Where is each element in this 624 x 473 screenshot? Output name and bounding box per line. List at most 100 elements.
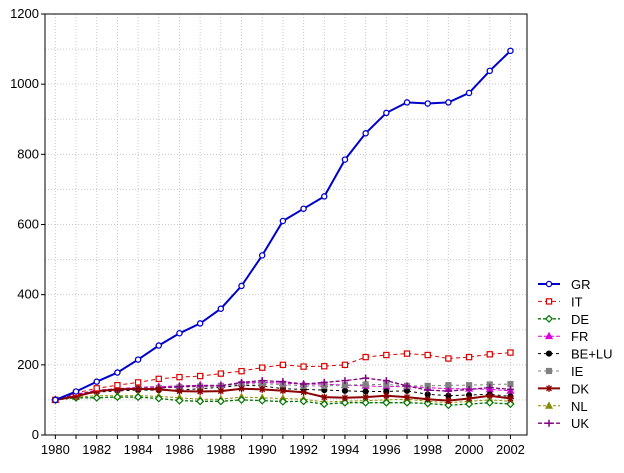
data-point-gr [445, 99, 452, 106]
data-point-dk [217, 387, 225, 395]
data-point-gr [424, 100, 431, 107]
y-tick-label: 800 [17, 146, 39, 161]
data-point-gr [279, 217, 287, 225]
data-point-de [340, 398, 350, 407]
data-point-de [444, 401, 453, 410]
data-point-de [299, 397, 308, 406]
data-point-dk [486, 392, 494, 400]
legend-item-ie: IE [538, 364, 584, 379]
data-point-gr [217, 305, 225, 312]
legend-label-it: IT [571, 294, 583, 309]
legend-item-fr: FR [538, 329, 588, 344]
data-point-it [465, 353, 473, 361]
legend-marker-dk [545, 384, 553, 392]
data-point-dk [382, 392, 390, 400]
grid [45, 14, 527, 435]
data-point-it [445, 355, 452, 362]
data-point-be-lu [341, 387, 349, 394]
data-point-uk [238, 378, 246, 386]
data-point-it [176, 373, 183, 381]
y-tick-label: 200 [17, 357, 39, 372]
legend-marker-it [545, 298, 553, 305]
x-tick-label: 1996 [372, 442, 401, 457]
data-point-dk [424, 395, 432, 403]
data-point-ie [362, 381, 369, 388]
legend-item-uk: UK [538, 416, 589, 431]
legend-item-it: IT [538, 294, 583, 309]
data-point-gr [403, 99, 411, 106]
y-tick-label: 0 [32, 427, 39, 442]
data-point-dk [113, 385, 121, 393]
legend-item-gr: GR [538, 277, 591, 292]
data-point-gr [383, 109, 390, 117]
legend-label-be-lu: BE+LU [571, 347, 613, 362]
legend-label-de: DE [571, 312, 589, 327]
data-point-be-lu [362, 388, 369, 395]
data-point-de [175, 396, 184, 405]
data-point-dk [506, 395, 514, 403]
data-point-de [423, 399, 432, 408]
legend-item-be-lu: BE+LU [538, 347, 613, 362]
data-point-gr [507, 47, 514, 55]
data-point-it [238, 367, 245, 375]
data-point-dk [279, 387, 287, 395]
series-de [51, 393, 515, 410]
data-point-gr [362, 130, 369, 137]
data-point-de [506, 400, 515, 409]
data-point-dk [362, 393, 370, 401]
data-point-gr [176, 330, 183, 337]
data-point-dk [175, 387, 183, 395]
data-point-dk [238, 385, 246, 393]
data-point-uk [362, 374, 370, 382]
data-point-dk [403, 393, 411, 401]
data-point-gr [155, 342, 163, 349]
x-tick-label: 2002 [496, 442, 525, 457]
data-point-uk [382, 377, 390, 385]
x-tick-label: 2000 [455, 442, 484, 457]
x-tick-label: 1982 [82, 442, 111, 457]
data-point-dk [258, 385, 266, 393]
data-point-uk [300, 380, 308, 388]
data-point-uk [465, 385, 473, 393]
data-point-it [341, 361, 349, 369]
legend-marker-uk [545, 419, 553, 427]
data-point-it [383, 351, 390, 359]
data-point-it [403, 350, 411, 357]
series-gr [52, 47, 514, 404]
data-point-uk [506, 385, 514, 393]
data-point-de [485, 398, 494, 407]
x-tick-label: 1988 [206, 442, 235, 457]
data-point-de [113, 393, 122, 402]
data-point-it [217, 370, 225, 377]
data-point-de [465, 400, 474, 409]
data-point-uk [341, 377, 349, 385]
data-point-gr [72, 388, 80, 395]
legend-item-nl: NL [538, 399, 588, 414]
legend-marker-gr [545, 280, 553, 288]
data-point-uk [424, 386, 432, 394]
legend-item-dk: DK [538, 381, 589, 396]
data-point-gr [258, 252, 266, 259]
legend-item-de: DE [538, 312, 589, 327]
data-point-it [93, 385, 100, 392]
data-point-ie [445, 382, 452, 389]
data-point-de [278, 397, 287, 406]
data-point-gr [341, 156, 349, 163]
legend-marker-de [544, 314, 554, 323]
legend-label-fr: FR [571, 329, 588, 344]
data-point-uk [279, 378, 287, 386]
y-tick-label: 400 [17, 287, 39, 302]
series-line-nl [55, 395, 511, 404]
data-point-de [320, 400, 329, 409]
data-point-de [402, 398, 412, 407]
data-point-de [258, 396, 267, 405]
data-point-dk [320, 393, 328, 401]
data-point-gr [196, 320, 204, 327]
data-point-dk [444, 397, 452, 405]
data-point-gr [52, 396, 59, 404]
data-point-gr [93, 378, 100, 385]
x-tick-label: 1990 [248, 442, 277, 457]
data-point-de [196, 397, 205, 406]
x-tick-label: 1998 [413, 442, 442, 457]
